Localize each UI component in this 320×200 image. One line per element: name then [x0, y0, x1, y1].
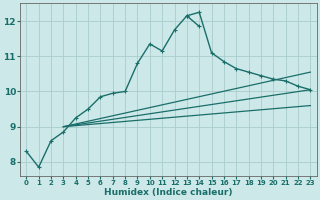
X-axis label: Humidex (Indice chaleur): Humidex (Indice chaleur): [104, 188, 233, 197]
